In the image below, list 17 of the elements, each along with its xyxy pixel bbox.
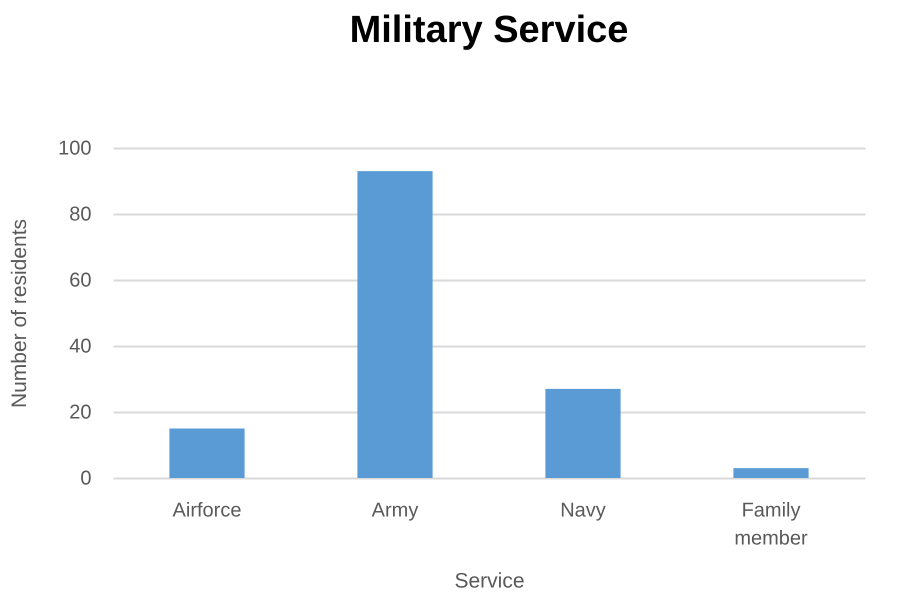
bar [169,428,245,478]
x-axis-title: Service [454,570,525,592]
chart-title: Military Service [350,9,628,51]
x-tick-label: Navy [560,500,606,522]
bar [545,388,621,478]
bar [733,468,809,478]
y-tick-label: 20 [69,402,92,424]
bar [357,171,433,478]
y-tick-label: 100 [58,138,92,160]
x-tick-label: Airforce [172,500,242,522]
y-tick-label: 40 [69,336,92,358]
y-tick-label: 0 [80,468,92,490]
x-tick-label: Army [372,500,418,522]
y-tick-label: 80 [69,204,92,226]
x-tick-label: Family member [734,500,808,550]
y-axis-title: Number of residents [8,218,32,408]
y-tick-label: 60 [69,270,92,292]
